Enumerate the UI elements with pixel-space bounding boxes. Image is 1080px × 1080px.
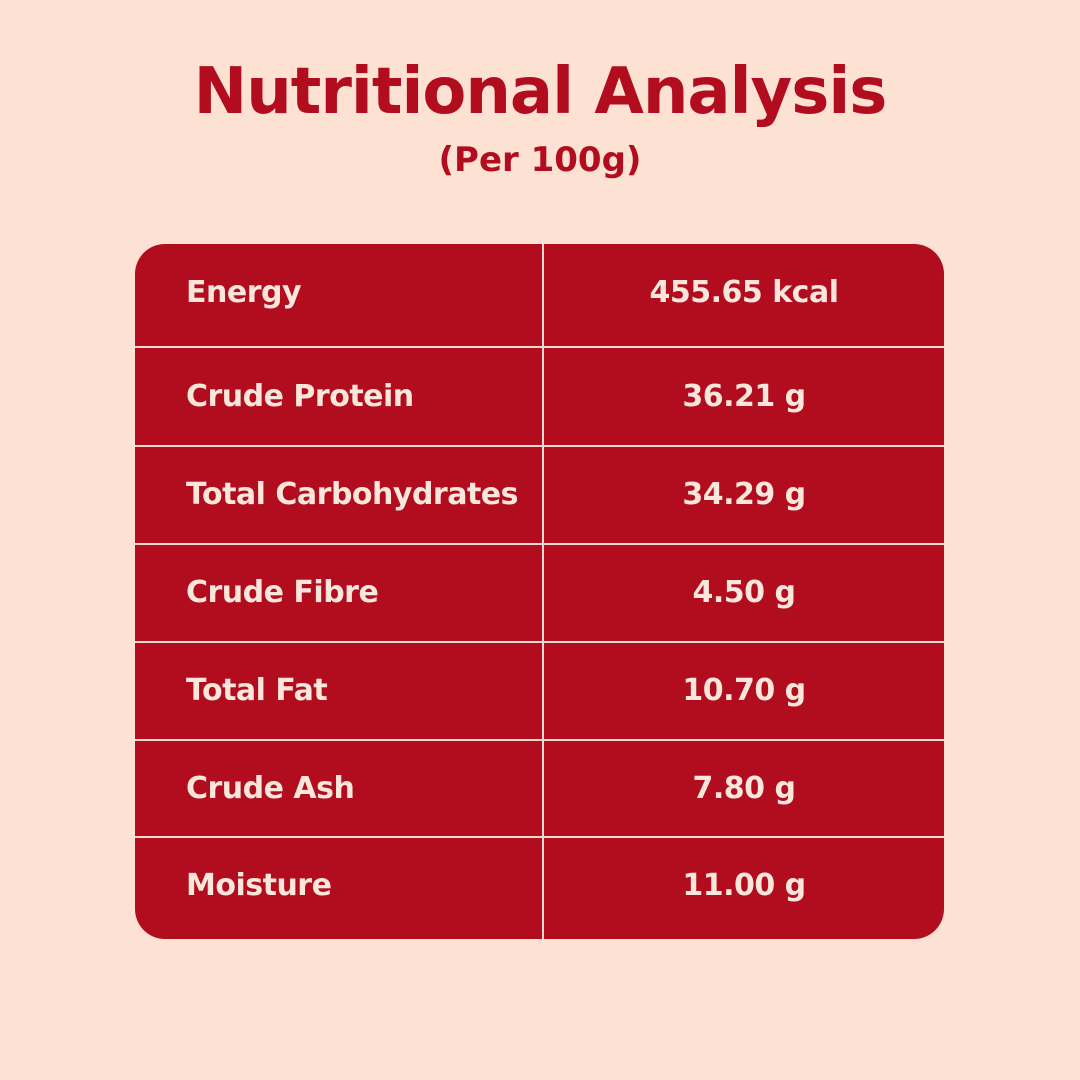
row-divider — [135, 543, 944, 545]
nutrient-value: 455.65 kcal — [649, 275, 839, 310]
table-row: Crude Ash 7.80 g — [135, 740, 944, 837]
nutrient-label: Crude Protein — [186, 379, 414, 414]
table-row: Energy 455.65 kcal — [135, 244, 944, 341]
nutrient-label: Moisture — [186, 868, 332, 903]
row-divider — [135, 445, 944, 447]
nutrient-value: 34.29 g — [682, 477, 806, 512]
page-title: Nutritional Analysis — [193, 55, 888, 129]
nutrition-table: Energy 455.65 kcal Crude Protein 36.21 g… — [135, 244, 944, 939]
nutrient-value: 36.21 g — [682, 379, 806, 414]
table-row: Moisture 11.00 g — [135, 837, 944, 934]
nutrient-label: Total Fat — [186, 673, 328, 708]
page-subtitle: (Per 100g) — [438, 140, 642, 180]
nutrient-value: 7.80 g — [692, 771, 796, 806]
nutrient-value: 4.50 g — [692, 575, 796, 610]
table-row: Total Fat 10.70 g — [135, 642, 944, 739]
nutrient-value: 10.70 g — [682, 673, 806, 708]
nutrient-label: Total Carbohydrates — [186, 477, 519, 512]
table-row: Crude Protein 36.21 g — [135, 348, 944, 445]
table-row: Total Carbohydrates 34.29 g — [135, 446, 944, 543]
nutrient-label: Crude Fibre — [186, 575, 379, 610]
row-divider — [135, 641, 944, 643]
column-divider — [542, 244, 544, 939]
row-divider — [135, 836, 944, 838]
row-divider — [135, 739, 944, 741]
row-divider — [135, 346, 944, 348]
table-row: Crude Fibre 4.50 g — [135, 544, 944, 641]
nutrient-label: Crude Ash — [186, 771, 355, 806]
nutrient-label: Energy — [186, 275, 302, 310]
nutrient-value: 11.00 g — [682, 868, 806, 903]
